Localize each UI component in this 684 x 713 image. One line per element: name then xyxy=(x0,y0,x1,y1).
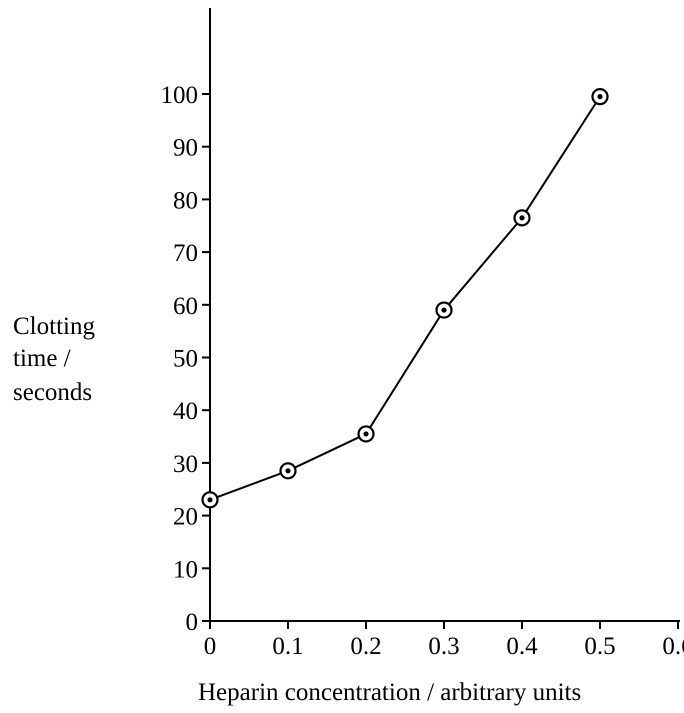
y-tick-label: 80 xyxy=(173,187,198,214)
y-axis-label-line-1: Clotting xyxy=(13,313,95,340)
data-point-dot xyxy=(441,307,447,313)
data-points xyxy=(201,88,609,509)
data-point-dot xyxy=(597,94,603,100)
x-tick-label: 0.6 xyxy=(662,633,684,660)
x-tick-label: 0.4 xyxy=(506,633,538,660)
x-tick-label: 0.2 xyxy=(350,633,381,660)
y-axis-ticks: 0 10 20 30 40 50 60 70 80 90 100 xyxy=(161,82,210,636)
y-tick-label: 70 xyxy=(173,240,198,267)
data-point-dot xyxy=(519,215,525,221)
x-tick-label: 0 xyxy=(204,633,217,660)
data-point-dot xyxy=(207,497,213,503)
x-axis-ticks: 0 0.1 0.2 0.3 0.4 0.5 0.6 xyxy=(204,621,684,660)
y-tick-label: 60 xyxy=(173,293,198,320)
y-axis-label-line-3: seconds xyxy=(13,379,92,406)
y-tick-label: 90 xyxy=(173,135,198,162)
x-tick-label: 0.1 xyxy=(272,633,303,660)
y-tick-label: 50 xyxy=(173,346,198,373)
data-point xyxy=(591,88,609,106)
y-tick-label: 0 xyxy=(186,609,199,636)
data-point-dot xyxy=(285,468,291,474)
series-line xyxy=(209,96,601,501)
x-tick-label: 0.3 xyxy=(428,633,459,660)
y-tick-label: 100 xyxy=(161,82,199,109)
data-point xyxy=(279,462,297,480)
data-point xyxy=(201,491,219,509)
y-tick-label: 40 xyxy=(173,398,198,425)
y-tick-label: 30 xyxy=(173,451,198,478)
y-tick-label: 20 xyxy=(173,504,198,531)
x-tick-label: 0.5 xyxy=(584,633,615,660)
data-point xyxy=(435,301,453,319)
x-axis-label: Heparin concentration / arbitrary units xyxy=(198,679,581,706)
data-point xyxy=(513,209,531,227)
data-point-dot xyxy=(363,431,369,437)
y-tick-label: 10 xyxy=(173,556,198,583)
y-axis-label-line-2: time / xyxy=(13,345,71,372)
data-point xyxy=(357,425,375,443)
